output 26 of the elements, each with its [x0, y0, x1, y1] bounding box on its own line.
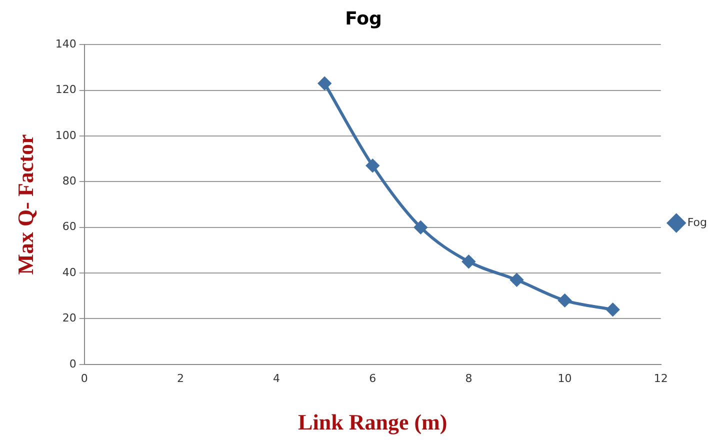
x-tick-label: 0 [80, 372, 88, 385]
x-tick-label: 8 [465, 372, 472, 385]
y-tick-label: 0 [69, 357, 76, 370]
point [414, 220, 428, 234]
point [510, 273, 524, 286]
y-tick-label: 140 [55, 37, 76, 50]
y-tick-label: 120 [55, 83, 76, 96]
point [366, 159, 380, 172]
x-tick-label: 4 [273, 372, 280, 385]
x-tick-label: 10 [558, 372, 572, 385]
point [558, 294, 572, 307]
x-tick-label: 12 [654, 372, 668, 385]
y-tick-label: 20 [62, 312, 76, 325]
point [606, 303, 620, 316]
x-axis-title: Link Range (m) [298, 409, 448, 434]
y-tick-label: 100 [55, 128, 76, 142]
y-tick-label: 60 [62, 220, 76, 234]
x-tick-label: 2 [176, 372, 184, 385]
point [318, 76, 332, 90]
chart-title: Fog [345, 8, 382, 30]
legend-label: Fog [687, 216, 708, 229]
y-axis-title: Max Q- Factor [12, 134, 38, 275]
y-tick-label: 40 [62, 266, 76, 279]
x-tick-label: 6 [369, 372, 376, 385]
point [462, 255, 476, 268]
y-tick-label: 80 [62, 174, 76, 188]
